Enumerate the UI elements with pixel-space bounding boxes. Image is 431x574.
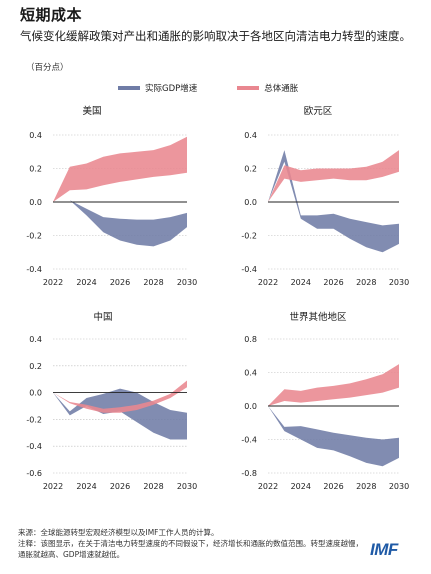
y-tick-label: 0.4 xyxy=(244,369,257,378)
y-tick-label: -0.4 xyxy=(241,436,257,445)
inflation-area xyxy=(268,364,399,406)
y-tick-label: 0.2 xyxy=(244,165,257,174)
y-tick-label: 0.0 xyxy=(29,198,42,207)
chart-panel-0: 美国 -0.4 -0.2 0.0 0.2 0.4 2022 2024 2026 2028 2030 xyxy=(26,105,197,287)
legend-swatch-inflation xyxy=(237,86,260,90)
x-tick-label: 2022 xyxy=(43,278,63,287)
gdp-area xyxy=(268,406,399,467)
gdp-area xyxy=(53,388,187,440)
legend-label-inflation: 总体通胀 xyxy=(264,84,299,94)
x-tick-label: 2030 xyxy=(177,482,197,491)
y-tick-label: 0.2 xyxy=(29,362,42,371)
chart-subtitle: 气候变化缓解政策对产出和通胀的影响取决于各地区向清洁电力转型的速度。 xyxy=(20,29,411,43)
panel-title: 世界其他地区 xyxy=(289,311,347,323)
chart-panel-3: 世界其他地区 -0.8 -0.4 0.0 0.4 0.8 2022 2024 2026 2028 2… xyxy=(241,311,409,491)
chart-panel-1: 欧元区 -0.4 -0.2 0.0 0.2 0.4 2022 2024 2026 2028 2030 xyxy=(241,105,409,287)
inflation-area xyxy=(53,380,187,413)
x-tick-label: 2028 xyxy=(143,482,163,491)
y-tick-label: -0.4 xyxy=(26,265,42,274)
x-tick-label: 2024 xyxy=(291,278,311,287)
legend-swatch-gdp xyxy=(118,86,140,90)
y-tick-label: 0.4 xyxy=(29,131,42,140)
y-tick-label: -0.8 xyxy=(241,469,257,478)
x-tick-label: 2026 xyxy=(110,278,130,287)
x-tick-label: 2026 xyxy=(323,482,343,491)
footnote: 注释：该图显示，在关于清洁电力转型速度的不同假设下，经济增长和通胀的数值范围。转… xyxy=(18,539,363,559)
x-tick-label: 2028 xyxy=(143,278,163,287)
chart-title: 短期成本 xyxy=(20,6,83,24)
footer: 来源：全球能源转型宏观经济模型以及IMF工作人员的计算。 注释：该图显示，在关于… xyxy=(18,527,370,560)
inflation-area xyxy=(268,150,399,202)
gdp-area xyxy=(268,150,399,253)
x-tick-label: 2022 xyxy=(43,482,63,491)
imf-logo: IMF xyxy=(370,540,398,559)
panel-title: 美国 xyxy=(82,105,101,117)
x-tick-label: 2026 xyxy=(323,278,343,287)
y-tick-label: 0.4 xyxy=(244,131,257,140)
legend-label-gdp: 实际GDP增速 xyxy=(145,84,198,94)
y-tick-label: -0.6 xyxy=(26,469,42,478)
y-tick-label: -0.2 xyxy=(26,415,42,424)
y-tick-label: 0.2 xyxy=(29,165,42,174)
x-tick-label: 2026 xyxy=(110,482,130,491)
chart-panel-2: 中国 -0.6 -0.4 -0.2 0.0 0.2 0.4 2022 2024 2026 2028 2… xyxy=(26,311,197,491)
legend-item-inflation: 总体通胀 xyxy=(237,82,298,94)
y-tick-label: -0.2 xyxy=(241,232,257,241)
panel-title: 中国 xyxy=(93,311,112,323)
x-tick-label: 2022 xyxy=(258,278,278,287)
x-tick-label: 2028 xyxy=(356,278,376,287)
y-tick-label: 0.0 xyxy=(244,402,257,411)
y-tick-label: -0.4 xyxy=(241,265,257,274)
x-tick-label: 2022 xyxy=(258,482,278,491)
x-tick-label: 2024 xyxy=(291,482,311,491)
y-tick-label: -0.4 xyxy=(26,442,42,451)
x-tick-label: 2028 xyxy=(356,482,376,491)
legend-item-gdp: 实际GDP增速 xyxy=(118,82,197,94)
y-tick-label: 0.8 xyxy=(244,335,257,344)
x-tick-label: 2030 xyxy=(177,278,197,287)
y-tick-label: 0.0 xyxy=(29,389,42,398)
unit-note: （百分点） xyxy=(26,63,69,73)
y-tick-label: -0.2 xyxy=(26,232,42,241)
gdp-area xyxy=(53,200,187,247)
x-tick-label: 2024 xyxy=(76,278,96,287)
legend: 实际GDP增速 总体通胀 xyxy=(118,82,338,94)
y-tick-label: 0.0 xyxy=(244,198,257,207)
x-tick-label: 2030 xyxy=(389,482,409,491)
x-tick-label: 2024 xyxy=(76,482,96,491)
inflation-area xyxy=(53,136,187,202)
source-note: 来源：全球能源转型宏观经济模型以及IMF工作人员的计算。 xyxy=(18,528,219,537)
x-tick-label: 2030 xyxy=(389,278,409,287)
panel-title: 欧元区 xyxy=(304,105,333,117)
y-tick-label: 0.4 xyxy=(29,335,42,344)
